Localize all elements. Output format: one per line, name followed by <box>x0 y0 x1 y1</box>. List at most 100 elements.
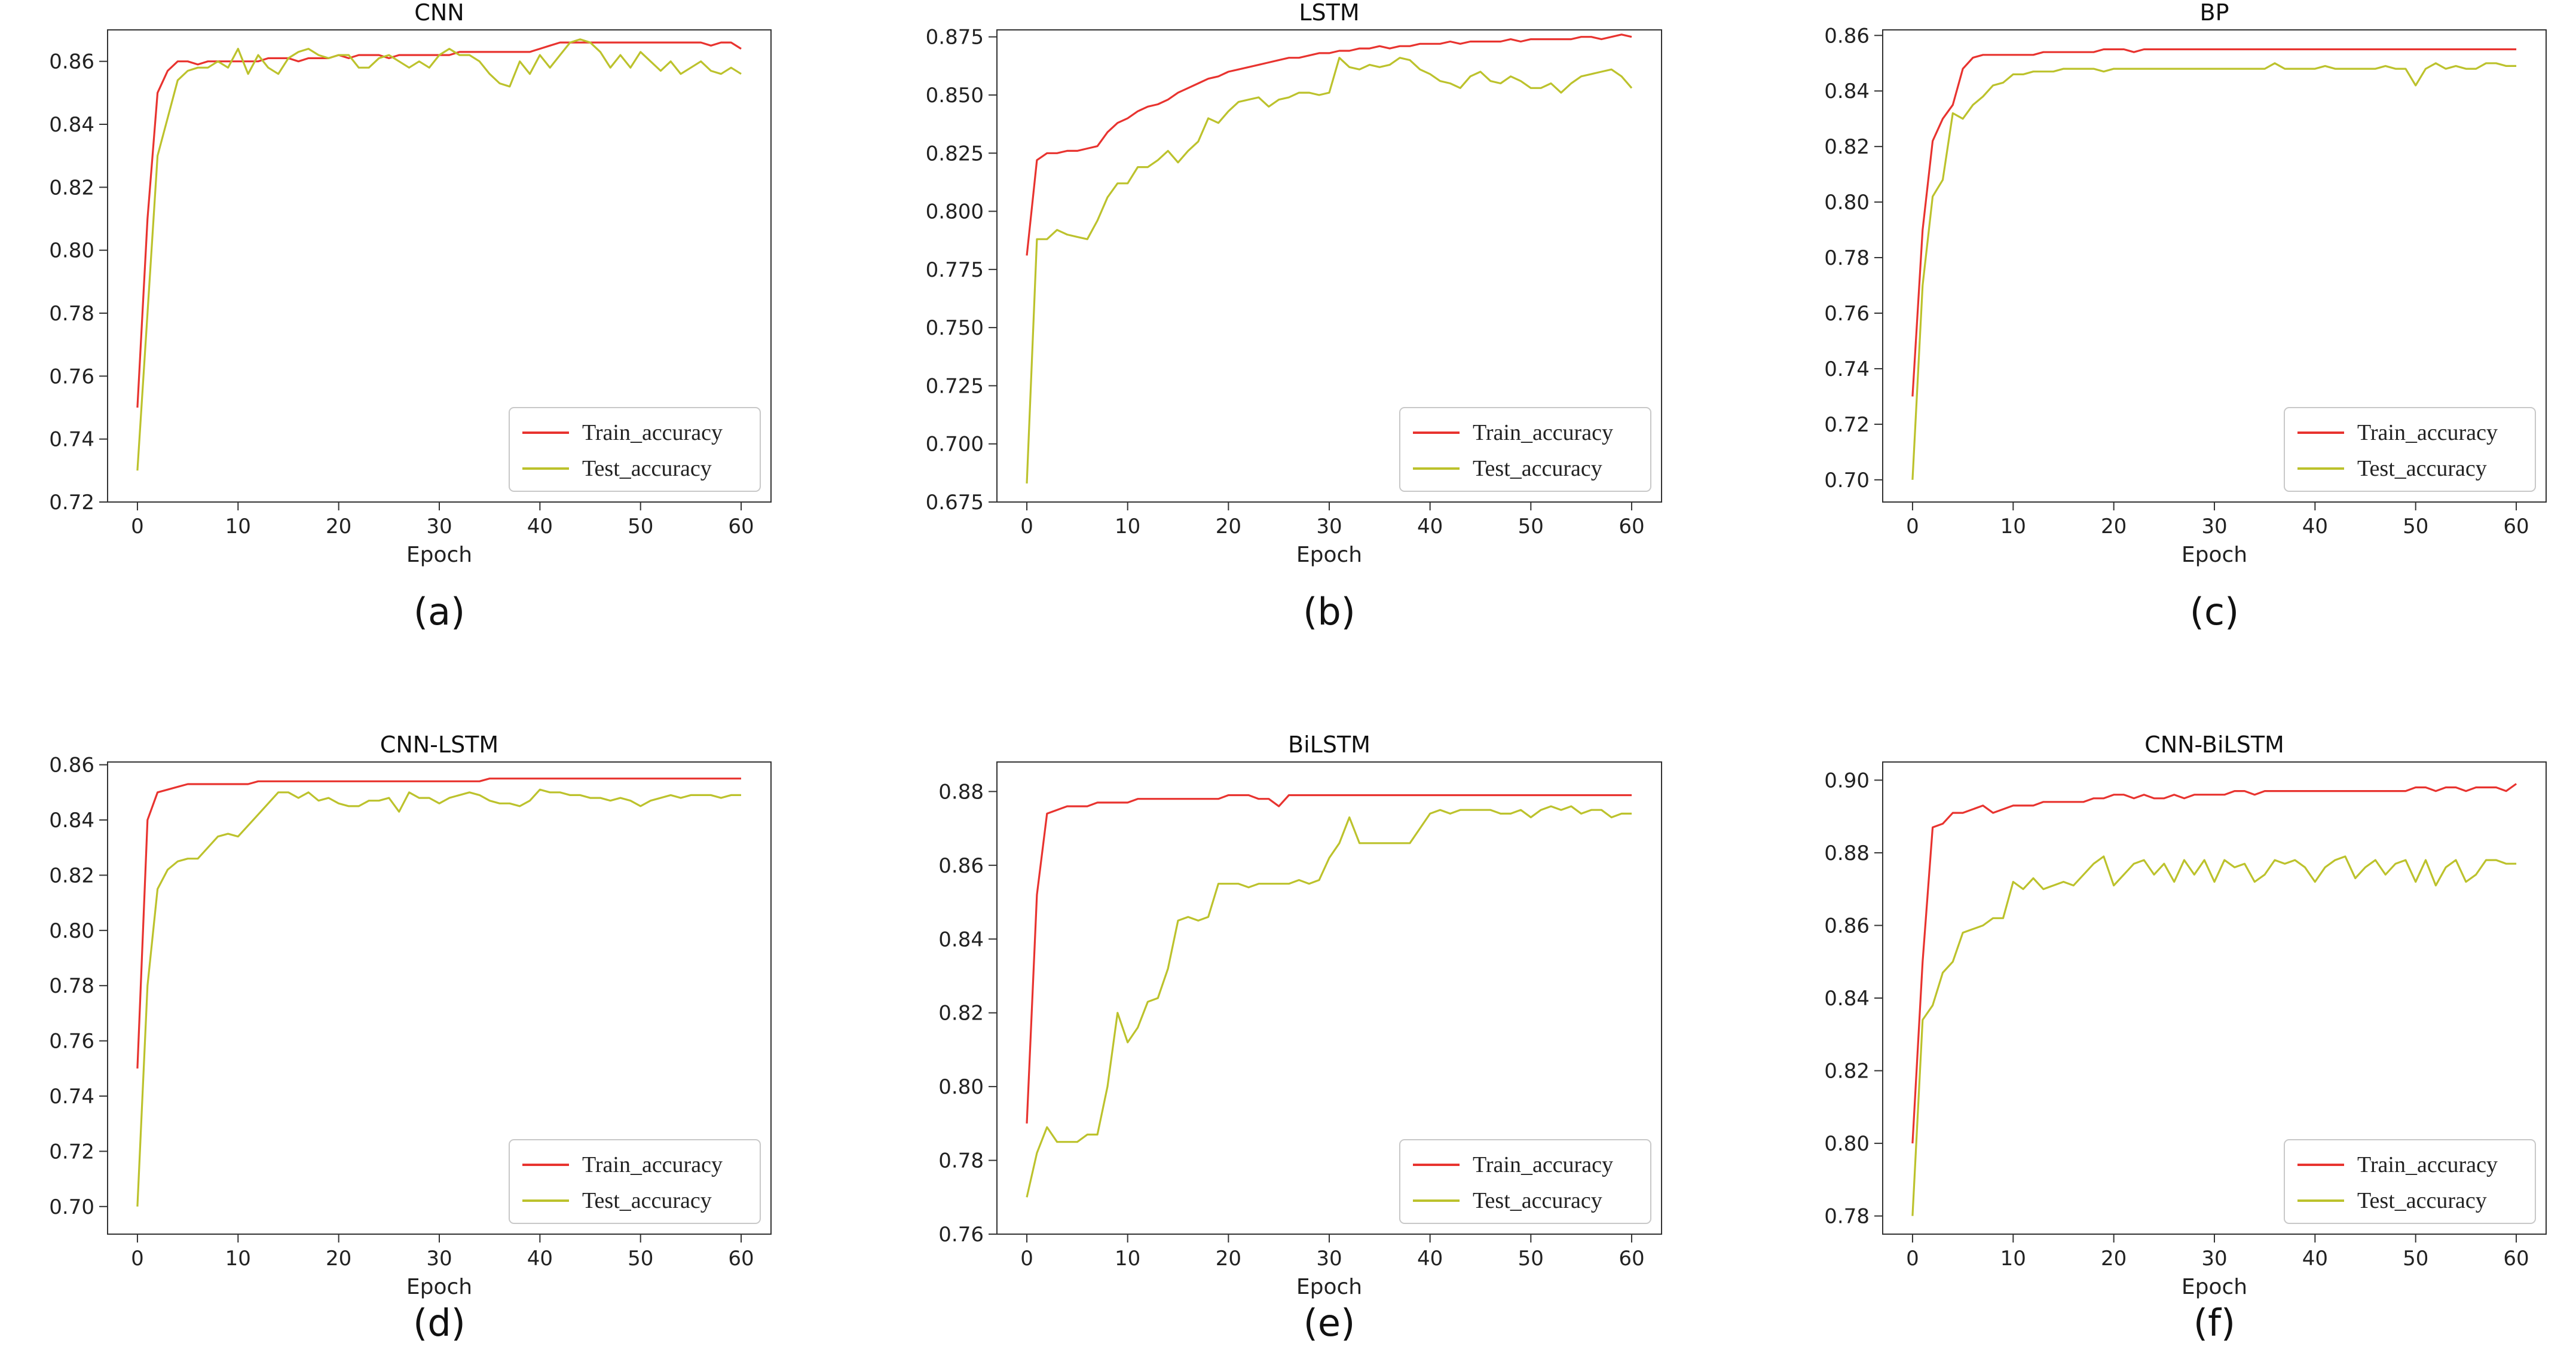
x-tick-label: 0 <box>1020 515 1033 538</box>
y-tick-label: 0.825 <box>926 142 984 166</box>
x-axis-label: Epoch <box>2182 1275 2247 1299</box>
series-line-test-accuracy <box>136 38 742 471</box>
panel-caption: (e) <box>1304 1301 1356 1345</box>
y-tick-label: 0.72 <box>49 1140 94 1164</box>
legend: Train_accuracy Test_accuracy <box>1399 407 1651 492</box>
x-tick-label: 30 <box>426 515 452 538</box>
x-tick-label: 10 <box>1115 1247 1140 1271</box>
x-tick-label: 0 <box>131 515 144 538</box>
y-tick-label: 0.90 <box>1824 769 1870 792</box>
y-tick-label: 0.78 <box>1824 1205 1870 1229</box>
x-tick-label: 40 <box>1417 1247 1443 1271</box>
x-tick-label: 30 <box>2201 1247 2227 1271</box>
chart-panel-4: BiLSTM 0 10 20 30 40 50 60 0.76 0.78 0.80 0.82 0.84 0… <box>938 732 1662 1345</box>
series-line-test-accuracy <box>1026 805 1632 1198</box>
legend-entry: Train_accuracy <box>582 420 723 445</box>
y-tick-label: 0.775 <box>926 258 984 282</box>
x-tick-label: 10 <box>225 515 251 538</box>
panel-caption: (a) <box>414 590 465 634</box>
legend-entry: Train_accuracy <box>1473 1152 1613 1177</box>
x-tick-label: 20 <box>1216 515 1241 538</box>
x-tick-label: 60 <box>2503 1247 2529 1271</box>
y-tick-label: 0.74 <box>49 1085 94 1109</box>
y-tick-label: 0.86 <box>49 50 94 74</box>
legend: Train_accuracy Test_accuracy <box>1399 1139 1651 1224</box>
x-tick-label: 20 <box>2101 515 2127 538</box>
x-tick-label: 0 <box>1906 1247 1919 1271</box>
series-line-test-accuracy <box>1911 855 2517 1216</box>
y-tick-label: 0.82 <box>1824 135 1870 159</box>
legend-box <box>2284 407 2536 492</box>
series-line-train-accuracy <box>136 778 741 1069</box>
y-tick-label: 0.86 <box>49 754 94 778</box>
x-tick-label: 10 <box>2000 1247 2026 1271</box>
legend: Train_accuracy Test_accuracy <box>2284 1139 2536 1224</box>
y-tick-label: 0.875 <box>926 26 984 50</box>
y-tick-label: 0.80 <box>49 919 94 943</box>
x-tick-label: 60 <box>728 515 754 538</box>
x-axis-label: Epoch <box>406 543 472 567</box>
x-tick-label: 50 <box>628 515 653 538</box>
y-tick-label: 0.78 <box>938 1149 984 1173</box>
y-tick-label: 0.84 <box>1824 79 1870 103</box>
series-line-test-accuracy <box>1026 57 1633 483</box>
legend-entry: Train_accuracy <box>582 1152 723 1177</box>
panel-caption: (c) <box>2190 590 2239 634</box>
y-tick-label: 0.78 <box>49 302 94 326</box>
y-tick-label: 0.84 <box>938 928 984 951</box>
y-tick-label: 0.700 <box>926 433 984 457</box>
x-tick-label: 30 <box>426 1247 452 1271</box>
legend-entry: Test_accuracy <box>2357 456 2487 481</box>
legend-entry: Train_accuracy <box>1473 420 1613 445</box>
legend: Train_accuracy Test_accuracy <box>2284 407 2536 492</box>
y-tick-label: 0.80 <box>49 239 94 263</box>
series-line-train-accuracy <box>136 41 742 408</box>
x-tick-label: 40 <box>527 1247 553 1271</box>
panel-caption: (f) <box>2193 1301 2235 1345</box>
x-tick-label: 60 <box>1619 515 1644 538</box>
chart-panel-1: LSTM 0 10 20 30 40 50 60 0.675 0.700 0.725 0.750 0.7… <box>926 0 1662 634</box>
x-axis-label: Epoch <box>2182 543 2247 567</box>
series-line-train-accuracy <box>1911 783 2517 1144</box>
y-tick-label: 0.72 <box>1824 413 1870 437</box>
chart-title: CNN-BiLSTM <box>2144 732 2284 758</box>
chart-title: BiLSTM <box>1288 732 1370 758</box>
x-tick-label: 20 <box>2101 1247 2127 1271</box>
legend-box <box>509 407 761 492</box>
legend-entry: Test_accuracy <box>1473 456 1602 481</box>
chart-panel-2: BP 0 10 20 30 40 50 60 0.70 0.72 0.74 0.76 0.78 0.80 0… <box>1824 0 2547 634</box>
y-tick-label: 0.82 <box>938 1002 984 1026</box>
x-tick-label: 50 <box>2403 1247 2428 1271</box>
y-tick-label: 0.78 <box>49 974 94 998</box>
y-tick-label: 0.70 <box>1824 469 1870 492</box>
x-tick-label: 50 <box>1518 1247 1544 1271</box>
series-line-test-accuracy <box>136 788 741 1207</box>
x-tick-label: 40 <box>2302 1247 2328 1271</box>
y-tick-label: 0.86 <box>938 854 984 878</box>
y-tick-label: 0.86 <box>1824 914 1870 938</box>
x-tick-label: 10 <box>1115 515 1140 538</box>
x-tick-label: 20 <box>326 515 351 538</box>
y-tick-label: 0.78 <box>1824 246 1870 270</box>
series-line-test-accuracy <box>1911 62 2517 480</box>
x-tick-label: 50 <box>2403 515 2428 538</box>
y-tick-label: 0.74 <box>1824 357 1870 381</box>
panel-caption: (b) <box>1303 590 1356 634</box>
x-tick-label: 40 <box>1417 515 1443 538</box>
y-tick-label: 0.675 <box>926 491 984 515</box>
y-tick-label: 0.76 <box>49 1030 94 1054</box>
y-tick-label: 0.84 <box>1824 987 1870 1011</box>
y-tick-label: 0.725 <box>926 374 984 398</box>
legend-entry: Test_accuracy <box>1473 1188 1602 1213</box>
series-line-train-accuracy <box>1911 48 2517 397</box>
x-tick-label: 60 <box>1619 1247 1644 1271</box>
x-axis-label: Epoch <box>1296 1275 1362 1299</box>
legend: Train_accuracy Test_accuracy <box>509 1139 761 1224</box>
series-line-train-accuracy <box>1026 794 1632 1124</box>
x-tick-label: 40 <box>527 515 553 538</box>
legend-entry: Train_accuracy <box>2357 420 2498 445</box>
y-tick-label: 0.800 <box>926 200 984 224</box>
chart-title: CNN <box>414 0 464 26</box>
legend-box <box>1399 1139 1651 1224</box>
